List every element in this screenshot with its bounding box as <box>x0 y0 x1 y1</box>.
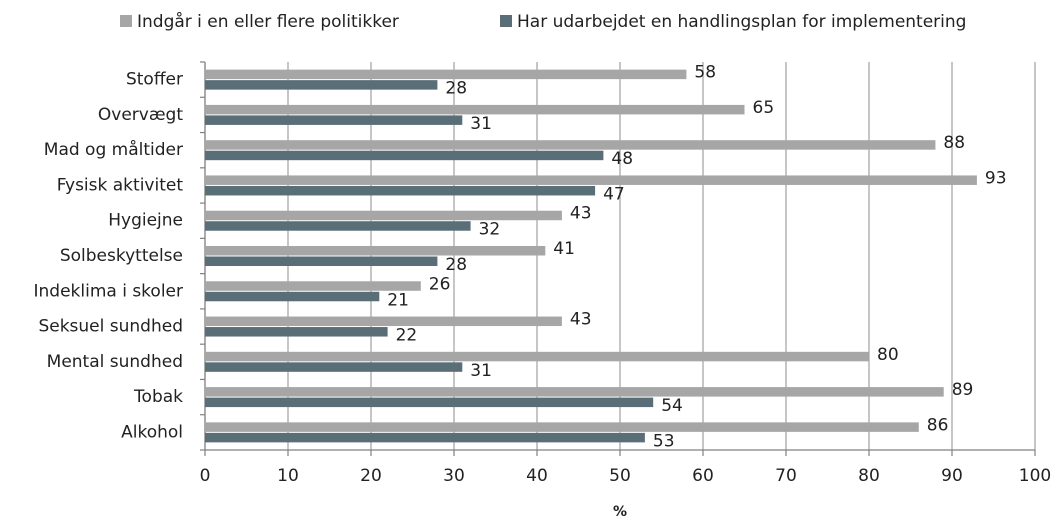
data-label: 32 <box>479 220 501 240</box>
bar <box>205 397 654 408</box>
y-tick-label: Indeklima i skoler <box>33 281 183 301</box>
bar <box>205 281 421 291</box>
data-label: 21 <box>387 290 409 310</box>
x-tick-label: 50 <box>609 466 631 486</box>
bar <box>205 256 438 266</box>
y-tick-label: Solbeskyttelse <box>60 246 183 266</box>
x-tick-label: 100 <box>1019 466 1051 486</box>
data-label: 41 <box>553 239 575 259</box>
y-tick-label: Mental sundhed <box>47 352 183 372</box>
data-label: 22 <box>396 326 418 346</box>
data-label: 26 <box>429 274 451 294</box>
x-tick-label: 20 <box>360 466 382 486</box>
bar <box>205 246 546 256</box>
y-tick-label: Hygiejne <box>108 211 183 231</box>
x-tick-label: 40 <box>526 466 548 486</box>
x-tick-label: 70 <box>775 466 797 486</box>
bar <box>205 150 604 161</box>
data-label: 48 <box>611 149 633 169</box>
legend-swatch <box>500 15 512 27</box>
legend-label: Har udarbejdet en handlingsplan for impl… <box>517 12 966 32</box>
y-tick-label: Overvægt <box>98 105 183 125</box>
x-axis-label: % <box>613 504 627 518</box>
bar <box>205 422 919 432</box>
data-label: 80 <box>877 345 899 365</box>
x-tick-label: 10 <box>277 466 299 486</box>
data-label: 88 <box>943 133 965 153</box>
data-label: 53 <box>653 431 675 451</box>
bar <box>205 104 745 115</box>
data-label: 28 <box>445 255 467 275</box>
y-tick-label: Mad og måltider <box>44 139 183 160</box>
x-tick-label: 60 <box>692 466 714 486</box>
y-tick-label: Fysisk aktivitet <box>57 175 184 195</box>
y-tick-label: Tobak <box>133 387 183 407</box>
data-label: 43 <box>570 310 592 330</box>
bar <box>205 185 596 196</box>
data-label: 31 <box>470 114 492 134</box>
x-tick-label: 0 <box>200 466 211 486</box>
legend-swatch <box>120 15 132 27</box>
bar <box>205 175 977 185</box>
y-tick-label: Stoffer <box>126 70 183 90</box>
bar <box>205 221 471 231</box>
legend-label: Indgår i en eller flere politikker <box>137 11 399 32</box>
bar <box>205 115 463 125</box>
bar <box>205 351 869 362</box>
data-label: 54 <box>661 396 683 416</box>
x-tick-label: 80 <box>858 466 880 486</box>
data-label: 47 <box>603 184 625 204</box>
bar <box>205 387 944 397</box>
x-tick-label: 30 <box>443 466 465 486</box>
bar <box>205 210 562 221</box>
bar <box>205 291 380 302</box>
bar <box>205 140 936 150</box>
bar <box>205 80 438 90</box>
data-label: 28 <box>445 79 467 99</box>
data-label: 31 <box>470 361 492 381</box>
data-label: 89 <box>952 380 974 400</box>
data-label: 86 <box>927 415 949 435</box>
bar <box>205 432 645 443</box>
y-tick-label: Seksuel sundhed <box>38 317 183 337</box>
data-label: 58 <box>694 63 716 83</box>
data-label: 93 <box>985 168 1007 188</box>
y-tick-label: Alkohol <box>121 422 183 442</box>
bar <box>205 362 463 372</box>
data-label: 65 <box>753 98 775 118</box>
bar <box>205 69 687 80</box>
bar <box>205 316 562 327</box>
bar <box>205 327 388 337</box>
x-tick-label: 90 <box>941 466 963 486</box>
data-label: 43 <box>570 204 592 224</box>
